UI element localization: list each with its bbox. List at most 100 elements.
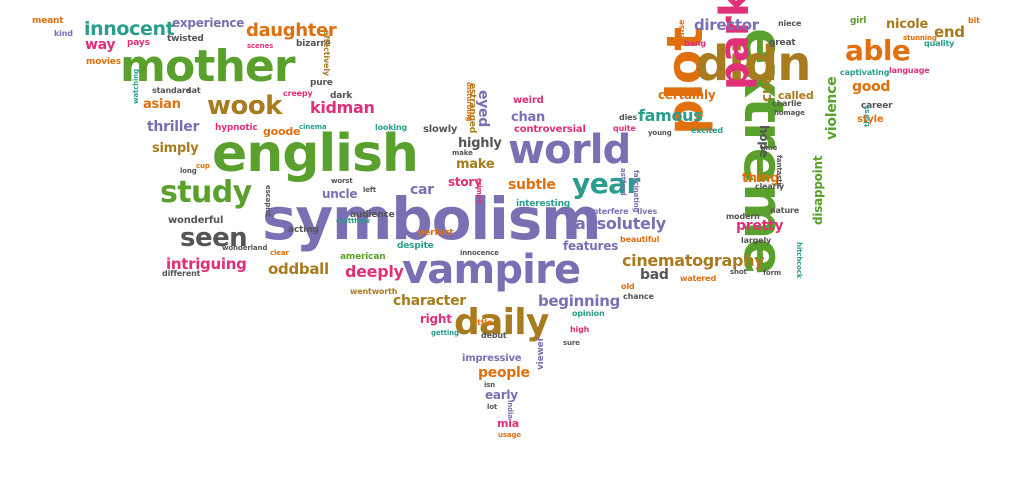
word-homage: homage: [774, 109, 805, 117]
word-violence: violence: [824, 76, 840, 140]
word-little: little: [472, 318, 493, 327]
word-left: left: [363, 186, 376, 194]
word-english: english: [212, 124, 419, 184]
word-daughter: daughter: [246, 20, 337, 41]
word-girl: girl: [850, 16, 867, 26]
word-long: long: [180, 167, 197, 175]
word-dark: dark: [330, 91, 353, 101]
word-modern: modern: [726, 212, 760, 221]
word-perfect: perfect: [418, 228, 454, 238]
word-escapist: escapist: [264, 185, 272, 217]
word-didn: didn: [695, 36, 811, 92]
word-bad: bad: [640, 267, 669, 283]
word-goode: goode: [263, 125, 301, 138]
word-charlie: charlie: [772, 99, 802, 108]
word-matthew: matthew: [336, 217, 370, 225]
word-form: form: [763, 269, 782, 277]
word-able: able: [845, 34, 911, 67]
word-effectively: effectively: [322, 30, 331, 76]
word-sat: sat: [187, 86, 201, 95]
word-creepy: creepy: [283, 89, 313, 98]
word-watching: watching: [132, 69, 140, 104]
word-time: time: [760, 144, 778, 152]
word-watered: watered: [680, 274, 717, 283]
word-kind: kind: [54, 29, 73, 38]
word-quality: quality: [924, 39, 955, 48]
word-stunning: stunning: [903, 34, 937, 42]
word-seen: seen: [180, 223, 248, 253]
word-called: called: [778, 89, 814, 102]
word-experience: experience: [172, 16, 245, 30]
word-people: people: [478, 365, 530, 381]
word-niece: niece: [778, 19, 802, 28]
word-end: end: [934, 23, 965, 41]
word-lot: lot: [487, 403, 498, 411]
word-scenes: scenes: [247, 42, 274, 50]
word-wentworth: wentworth: [350, 287, 398, 296]
word-hypnotic: hypnotic: [215, 123, 258, 133]
word-kidman: kidman: [310, 98, 375, 117]
word-acting: acting: [288, 225, 319, 235]
word-story: story: [448, 175, 482, 189]
word-pure: pure: [310, 78, 333, 88]
word-sure: sure: [563, 339, 580, 347]
word-pays: pays: [127, 38, 150, 48]
word-uncle: uncle: [322, 187, 358, 201]
word-crimes: crimes: [475, 178, 483, 204]
word-nicole: nicole: [886, 17, 929, 32]
word-interfere: interfere: [590, 207, 629, 216]
word-different: different: [162, 269, 201, 278]
word-beautiful: beautiful: [620, 235, 660, 244]
word-viewer: viewer: [536, 337, 546, 370]
word-chan: chan: [511, 110, 545, 125]
word-cup: cup: [196, 162, 210, 170]
word-hope: hope: [757, 125, 771, 158]
word-make: make: [452, 149, 473, 157]
word-isn: isn: [484, 381, 496, 389]
word-wonderful: wonderful: [168, 215, 224, 226]
word-impressive: impressive: [462, 353, 522, 364]
word-quite: quite: [613, 124, 636, 133]
word-asian: asian: [143, 97, 181, 112]
word-features: features: [563, 239, 619, 253]
word-car: car: [410, 182, 434, 198]
word-slowly: slowly: [423, 124, 458, 135]
word-beginning: beginning: [538, 292, 621, 310]
word-mother: mother: [120, 41, 296, 92]
word-disappoint: disappoint: [811, 155, 825, 225]
word-bit: bit: [968, 16, 980, 25]
word-absolutely: absolutely: [575, 214, 666, 233]
word-thriller: thriller: [147, 119, 200, 135]
word-style: style: [857, 114, 884, 125]
word-looking: looking: [375, 123, 408, 132]
word-innocent: innocent: [84, 18, 175, 40]
word-twisted: twisted: [167, 34, 204, 44]
word-nature: nature: [770, 206, 800, 215]
word-mia: mia: [497, 417, 519, 430]
word-cinema: cinema: [299, 123, 327, 131]
word-way: way: [85, 37, 116, 53]
word-make: make: [456, 157, 495, 172]
word-usage: usage: [498, 431, 521, 439]
word-largely: largely: [741, 236, 772, 245]
word-pretty: pretty: [736, 218, 784, 234]
word-clear: clear: [270, 249, 289, 257]
word-wonderland: wonderland: [222, 244, 268, 252]
word-sense: sense: [677, 19, 686, 45]
word-high: high: [570, 325, 590, 334]
word-wook: wook: [207, 91, 282, 121]
word-dies: dies: [619, 113, 638, 122]
word-park: park: [712, 0, 758, 90]
word-language: language: [889, 66, 930, 75]
word-bizarre: bizarre: [296, 39, 331, 49]
word-weird: weird: [513, 95, 544, 106]
word-american: american: [340, 252, 386, 262]
word-career: career: [861, 101, 893, 111]
word-debut: debut: [481, 331, 507, 340]
word-fantastic: fantastic: [775, 155, 783, 189]
word-character: character: [393, 293, 466, 309]
word-early: early: [485, 388, 518, 402]
word-interesting: interesting: [516, 199, 571, 209]
word-old: old: [621, 282, 635, 291]
word-simply: simply: [152, 141, 199, 156]
